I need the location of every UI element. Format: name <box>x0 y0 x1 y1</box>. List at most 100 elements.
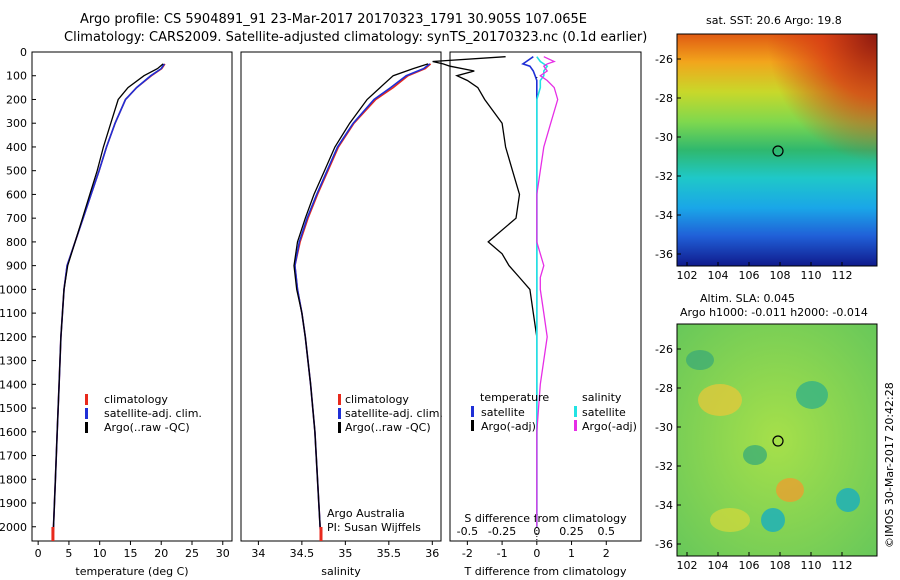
legend-title-temperature: temperature <box>480 391 549 404</box>
s-tick-label: 0.25 <box>559 525 584 538</box>
s-axis-label: S difference from climatology <box>464 512 627 525</box>
x-tick-label: 15 <box>123 547 137 560</box>
legend-label-temp-satellite: satellite <box>481 406 525 419</box>
depth-tick-label: 300 <box>6 117 27 130</box>
imos-stamp: ©IMOS 30-Mar-2017 20:42:28 <box>883 382 896 548</box>
sla-low-anomaly <box>761 508 785 532</box>
depth-tick-label: 900 <box>6 260 27 273</box>
depth-tick-label: 700 <box>6 212 27 225</box>
depth-tick-label: 1000 <box>0 283 27 296</box>
lat-tick-label: -34 <box>655 209 673 222</box>
depth-tick-label: 1700 <box>0 450 27 463</box>
lon-tick-label: 112 <box>832 559 853 572</box>
sla-high-anomaly <box>776 478 804 502</box>
x-tick-label: 0 <box>35 547 42 560</box>
sla-high-anomaly <box>698 384 742 416</box>
bottom-marker <box>51 527 55 541</box>
legend-label-satellite: satellite-adj. clim. <box>345 407 443 420</box>
legend-swatch-climatology <box>338 394 341 405</box>
depth-tick-label: 500 <box>6 165 27 178</box>
series-line-salinity-satellite <box>535 56 549 527</box>
depth-tick-label: 100 <box>6 70 27 83</box>
sla-map-title2: Argo h1000: -0.011 h2000: -0.014 <box>680 306 868 319</box>
temperature-legend: climatology satellite-adj. clim. Argo(..… <box>85 393 202 434</box>
difference-legend: temperature salinity satellite Argo(-adj… <box>471 391 637 433</box>
depth-tick-label: 1900 <box>0 497 27 510</box>
x-tick-label: 34.5 <box>290 547 315 560</box>
argo-location-marker <box>772 145 784 157</box>
depth-tick-label: 0 <box>20 46 27 59</box>
x-tick-label: 35.5 <box>377 547 402 560</box>
depth-tick-label: 1400 <box>0 378 27 391</box>
x-tick-label: -1 <box>497 547 508 560</box>
x-tick-label: 10 <box>93 547 107 560</box>
series-line-satellite-adj-clim- <box>294 63 431 542</box>
sla-map-title1: Altim. SLA: 0.045 <box>700 292 795 305</box>
plot-frame <box>31 51 233 542</box>
sst-map-frame <box>676 33 878 267</box>
credit-line1: Argo Australia <box>327 507 405 520</box>
lon-tick-label: 104 <box>708 559 729 572</box>
sla-map-frame <box>676 323 878 557</box>
series-line-climatology <box>52 63 166 542</box>
legend-label-temp-argo: Argo(-adj) <box>481 420 536 433</box>
legend-swatch-satellite <box>85 408 88 419</box>
lat-tick-label: -32 <box>655 460 673 473</box>
legend-title-salinity: salinity <box>582 391 622 404</box>
legend-swatch-argo <box>85 422 88 433</box>
x-tick-label: 1 <box>568 547 575 560</box>
depth-tick-label: 1100 <box>0 307 27 320</box>
x-tick-label: 34 <box>251 547 265 560</box>
difference-panel: -2 -1 0 1 2 T difference from climatology -0.5… <box>432 51 642 578</box>
lat-tick-label: -26 <box>655 343 673 356</box>
lat-tick-label: -34 <box>655 499 673 512</box>
sla-high-anomaly <box>710 508 750 532</box>
plot-frame <box>449 51 642 542</box>
series-line-climatology <box>294 63 432 542</box>
x-tick-label: 25 <box>185 547 199 560</box>
depth-tick-label: 800 <box>6 236 27 249</box>
sst-lat-axis: -26 -28 -30 -32 -34 -36 <box>655 53 681 261</box>
sla-anomalies <box>686 350 860 532</box>
lon-tick-label: 110 <box>801 269 822 282</box>
sst-map-title: sat. SST: 20.6 Argo: 19.8 <box>706 14 842 27</box>
legend-label-argo: Argo(..raw -QC) <box>104 421 190 434</box>
s-tick-label: -0.5 <box>457 525 478 538</box>
legend-swatch-temp-argo <box>471 420 474 431</box>
legend-label-satellite: satellite-adj. clim. <box>104 407 202 420</box>
x-tick-label: 2 <box>603 547 610 560</box>
legend-swatch-sal-satellite <box>574 406 577 417</box>
lon-tick-label: 112 <box>832 269 853 282</box>
legend-swatch-temp-satellite <box>471 406 474 417</box>
depth-tick-label: 1500 <box>0 402 27 415</box>
depth-tick-label: 1300 <box>0 355 27 368</box>
legend-swatch-argo <box>338 422 341 433</box>
x-axis-label: temperature (deg C) <box>75 565 188 578</box>
depth-tick-label: 400 <box>6 141 27 154</box>
series-line-argo-raw-qc- <box>293 63 429 542</box>
lat-tick-label: -30 <box>655 131 673 144</box>
bottom-marker <box>319 527 323 541</box>
plot-frame <box>240 51 442 542</box>
depth-tick-label: 2000 <box>0 521 27 534</box>
sla-low-anomaly <box>686 350 714 370</box>
s-tick-label: 0 <box>533 525 540 538</box>
sla-map: Altim. SLA: 0.045 Argo h1000: -0.011 h20… <box>655 292 878 572</box>
salinity-panel: 34 34.5 35 35.5 36 salinity <box>240 51 442 578</box>
depth-tick-label: 1600 <box>0 426 27 439</box>
legend-label-climatology: climatology <box>104 393 168 406</box>
lat-tick-label: -26 <box>655 53 673 66</box>
figure-title-line1: Argo profile: CS 5904891_91 23-Mar-2017 … <box>80 12 587 27</box>
lat-tick-label: -36 <box>655 248 673 261</box>
lon-tick-label: 110 <box>801 559 822 572</box>
sla-low-anomaly <box>743 445 767 465</box>
s-tick-label: 0.5 <box>598 525 616 538</box>
temperature-panel: 0 5 10 15 20 25 30 temperature (deg C) <box>31 51 233 578</box>
salinity-legend: climatology satellite-adj. clim. Argo(..… <box>327 393 443 534</box>
lon-tick-label: 102 <box>677 559 698 572</box>
series-line-satellite-adj-clim- <box>52 63 165 542</box>
lon-tick-label: 104 <box>708 269 729 282</box>
lon-tick-label: 108 <box>770 559 791 572</box>
x-tick-label: -2 <box>462 547 473 560</box>
